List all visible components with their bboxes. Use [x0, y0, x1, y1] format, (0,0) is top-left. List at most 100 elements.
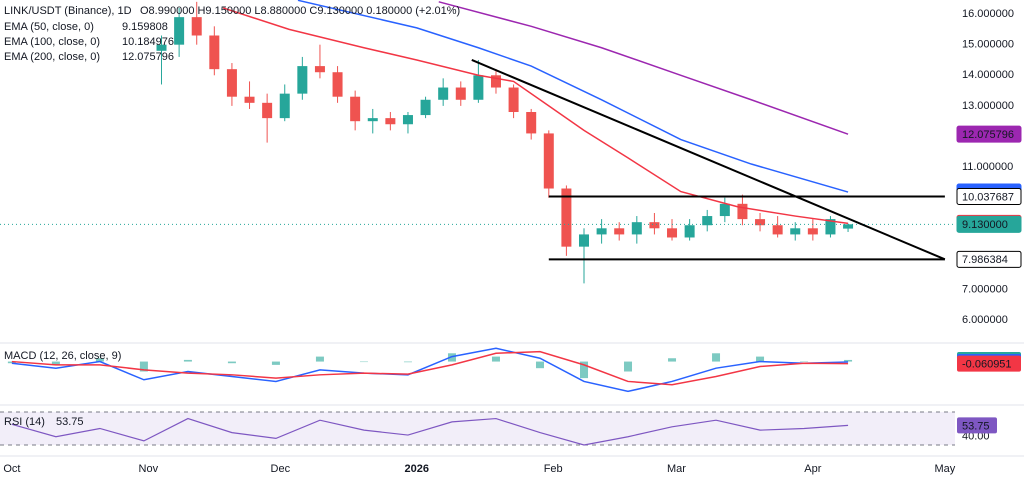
x-tick-label: Dec — [271, 463, 291, 475]
candle-body — [455, 87, 466, 100]
rsi-legend: RSI (14) — [4, 416, 45, 428]
rsi-tick-label: 40.00 — [962, 431, 990, 443]
candle-body — [543, 133, 554, 189]
macd-histogram-bar — [359, 361, 368, 363]
overlay: 9.159808 10.184976 12.075796 10.037687 7.986… — [4, 5, 1022, 434]
candle-body — [684, 225, 695, 238]
macd-histogram-bar — [535, 361, 544, 369]
candle-body — [191, 17, 202, 36]
rsi-badge-label: 53.75 — [962, 420, 990, 432]
macd-histogram-bar — [800, 361, 809, 363]
candle-body — [402, 115, 413, 125]
y-tick-label: 16.000000 — [962, 8, 1014, 20]
macd-histogram-bar — [844, 359, 853, 362]
candle-body — [314, 66, 325, 73]
x-tick-label: Apr — [804, 463, 821, 475]
y-tick-label: 13.000000 — [962, 100, 1014, 112]
macd-badge-label: -0.060951 — [962, 358, 1012, 370]
macd-badge — [957, 355, 1021, 372]
legend-header: LINK/USDT (Binance), 1D — [4, 5, 132, 17]
rsi-line — [11, 417, 849, 446]
candle-body — [825, 219, 836, 235]
candle-body — [702, 216, 713, 226]
y-tick-label: 6.000000 — [962, 314, 1008, 326]
ema-line — [222, 7, 849, 225]
candle-body — [332, 72, 343, 97]
y-tick-label: 15.000000 — [962, 39, 1014, 51]
macd-histogram-bar — [95, 358, 104, 362]
price-badge-label: 9.130000 — [962, 219, 1008, 231]
candle-body — [490, 75, 501, 88]
candle-body — [790, 228, 801, 235]
candle-body — [367, 118, 378, 122]
x-tick-label: Mar — [667, 463, 686, 475]
candle-body — [614, 228, 625, 235]
macd-histogram-bar — [447, 353, 456, 362]
rsi-badge — [957, 417, 997, 434]
macd-histogram-bar — [183, 359, 192, 362]
x-tick-label: Feb — [544, 463, 563, 475]
candle-body — [737, 203, 748, 220]
trendline — [471, 59, 946, 261]
x-tick-label: Oct — [3, 463, 20, 475]
candle-body — [473, 75, 484, 100]
candle-body — [755, 219, 766, 226]
candle-body — [649, 222, 660, 229]
candle-body — [508, 87, 519, 113]
ema-line — [297, 0, 849, 193]
macd-histogram-bar — [491, 356, 500, 362]
candle-body — [385, 118, 396, 125]
price-badge-label: 7.986384 — [962, 254, 1008, 266]
candle-body — [596, 228, 607, 235]
candle-body — [631, 222, 642, 235]
candle-body — [579, 234, 590, 247]
price-badge — [956, 250, 1022, 268]
x-tick-label: May — [934, 463, 955, 475]
candle-body — [226, 69, 237, 97]
candle-body — [174, 17, 185, 45]
macd-macd-line — [11, 347, 849, 393]
macd-legend: MACD (12, 26, close, 9) — [4, 350, 121, 362]
candle-body — [244, 96, 255, 103]
rsi-legend-value: 53.75 — [56, 416, 84, 428]
candle-body — [156, 44, 167, 51]
legend-ohlc: O8.990000 H9.150000 L8.880000 C9.130000 … — [140, 5, 460, 17]
candle-body — [262, 102, 273, 119]
price-badge — [956, 125, 1022, 143]
macd-histogram-bar — [139, 361, 148, 372]
ema-line — [438, 1, 849, 135]
macd-histogram-bar — [580, 361, 589, 379]
legend-name: EMA (50, close, 0) — [4, 21, 94, 33]
y-tick-label: 14.000000 — [962, 69, 1014, 81]
macd-histogram-bar — [227, 361, 236, 364]
legend-name: EMA (100, close, 0) — [4, 36, 100, 48]
legend-value: 10.184976 — [122, 36, 174, 48]
candle-body — [279, 93, 290, 119]
legend-value: 9.159808 — [122, 21, 168, 33]
price-badge — [956, 215, 1022, 233]
candle-body — [526, 112, 537, 134]
candle-body — [209, 35, 220, 70]
candle-body — [807, 228, 818, 235]
x-tick-label: Nov — [139, 463, 159, 475]
macd-histogram-bar — [756, 356, 765, 362]
y-tick-label: 7.000000 — [962, 283, 1008, 295]
macd-histogram-bar — [712, 353, 721, 362]
macd-histogram-bar — [271, 361, 280, 365]
y-tick-label: 11.000000 — [962, 161, 1013, 173]
legend-value: 12.075796 — [122, 51, 174, 63]
candle-body — [438, 87, 449, 100]
x-tick-label: 2026 — [405, 463, 429, 475]
macd-signal-line — [11, 350, 849, 386]
macd-histogram-bar — [624, 361, 633, 372]
candle-body — [420, 99, 431, 116]
price-badge-label: 12.075796 — [962, 129, 1014, 141]
candle-body — [561, 188, 572, 247]
macd-histogram-bar — [668, 358, 677, 362]
price-badge — [956, 188, 1022, 206]
macd-histogram-bar — [51, 361, 60, 365]
candle-body — [772, 225, 783, 235]
macd-histogram-bar — [7, 361, 16, 364]
